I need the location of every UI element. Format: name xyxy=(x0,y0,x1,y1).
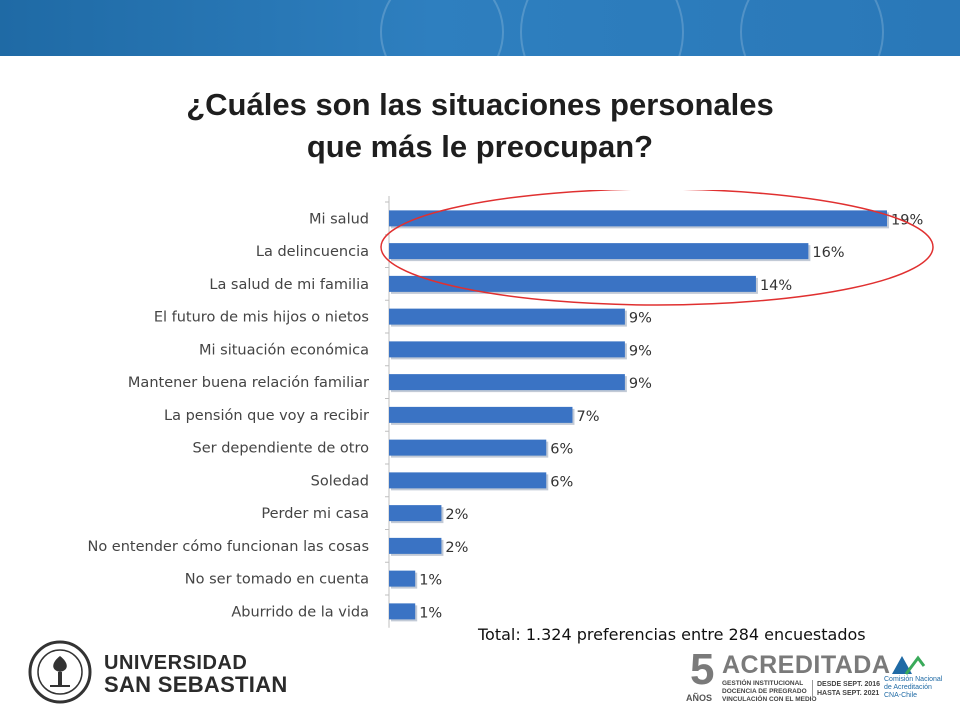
bar xyxy=(389,603,416,620)
bar xyxy=(389,537,442,554)
category-label: El futuro de mis hijos o nietos xyxy=(154,310,369,326)
cna-agency-line: CNA-Chile xyxy=(884,692,918,699)
page-title: ¿Cuáles son las situaciones personales q… xyxy=(0,84,960,168)
bar xyxy=(389,243,809,260)
accreditation-date: HASTA SEPT. 2021 xyxy=(817,690,880,697)
bar xyxy=(389,341,625,358)
accreditation-area: GESTIÓN INSTITUCIONAL xyxy=(722,680,804,687)
bar xyxy=(389,406,573,423)
data-label: 6% xyxy=(550,442,573,458)
cna-agency-text: Comisión Nacional de Acreditación CNA-Ch… xyxy=(884,676,942,700)
category-label: Soledad xyxy=(311,473,369,489)
accreditation-years-number: 5 xyxy=(690,645,715,694)
highlight-ellipse xyxy=(380,190,934,306)
banner-decoration xyxy=(380,0,504,56)
accreditation-areas: GESTIÓN INSTITUCIONAL DOCENCIA DE PREGRA… xyxy=(722,680,817,704)
data-label: 7% xyxy=(576,409,599,425)
category-label: La pensión que voy a recibir xyxy=(164,408,369,424)
category-label: La delincuencia xyxy=(256,244,369,260)
category-label: Perder mi casa xyxy=(261,506,369,522)
cna-logo-icon xyxy=(892,655,926,675)
bar xyxy=(389,472,547,489)
bar xyxy=(389,505,442,522)
data-label: 6% xyxy=(550,474,573,490)
banner-decoration xyxy=(740,0,884,56)
accreditation-area: DOCENCIA DE PREGRADO xyxy=(722,688,807,695)
bar xyxy=(389,570,416,587)
data-label: 14% xyxy=(760,278,792,294)
accreditation-word: ACREDITADA xyxy=(722,651,891,679)
category-label: Aburrido de la vida xyxy=(231,604,369,620)
bar-chart: Mi salud 19% La delincuencia 16% La salud de… xyxy=(87,190,934,628)
accreditation-area: VINCULACIÓN CON EL MEDIO xyxy=(722,696,817,703)
category-label: Ser dependiente de otro xyxy=(193,441,370,457)
data-label: 9% xyxy=(629,376,652,392)
bar xyxy=(389,439,547,456)
category-label: La salud de mi familia xyxy=(209,277,369,293)
title-line-1: ¿Cuáles son las situaciones personales xyxy=(186,87,774,122)
data-label: 2% xyxy=(445,540,468,556)
cna-agency-line: Comisión Nacional xyxy=(884,676,943,683)
accreditation-date: DESDE SEPT. 2016 xyxy=(817,681,881,688)
category-label: Mi situación económica xyxy=(199,342,369,358)
university-name: UNIVERSIDAD SAN SEBASTIAN xyxy=(104,652,288,696)
data-label: 1% xyxy=(419,573,442,589)
data-label: 1% xyxy=(419,605,442,621)
bar xyxy=(389,275,756,292)
category-label: Mi salud xyxy=(309,211,369,227)
cna-agency-line: de Acreditación xyxy=(884,684,932,691)
banner-decoration xyxy=(520,0,684,56)
data-label: 19% xyxy=(891,212,923,228)
accreditation-dates: DESDE SEPT. 2016 HASTA SEPT. 2021 xyxy=(812,680,880,698)
data-label: 9% xyxy=(629,311,652,327)
data-label: 16% xyxy=(812,245,844,261)
university-name-line-1: UNIVERSIDAD xyxy=(104,652,248,674)
bar xyxy=(389,374,625,391)
bar xyxy=(389,210,887,227)
university-name-line-2: SAN SEBASTIAN xyxy=(104,672,288,697)
data-label: 2% xyxy=(445,507,468,523)
total-note: Total: 1.324 preferencias entre 284 encu… xyxy=(478,625,866,644)
accreditation-years-word: AÑOS xyxy=(686,693,713,703)
title-line-2: que más le preocupan? xyxy=(306,129,654,164)
header-banner xyxy=(0,0,960,56)
bar xyxy=(389,308,625,325)
data-label: 9% xyxy=(629,343,652,359)
university-logo xyxy=(28,640,92,704)
category-label: Mantener buena relación familiar xyxy=(128,375,369,391)
category-label: No entender cómo funcionan las cosas xyxy=(87,539,369,555)
category-label: No ser tomado en cuenta xyxy=(185,572,369,588)
